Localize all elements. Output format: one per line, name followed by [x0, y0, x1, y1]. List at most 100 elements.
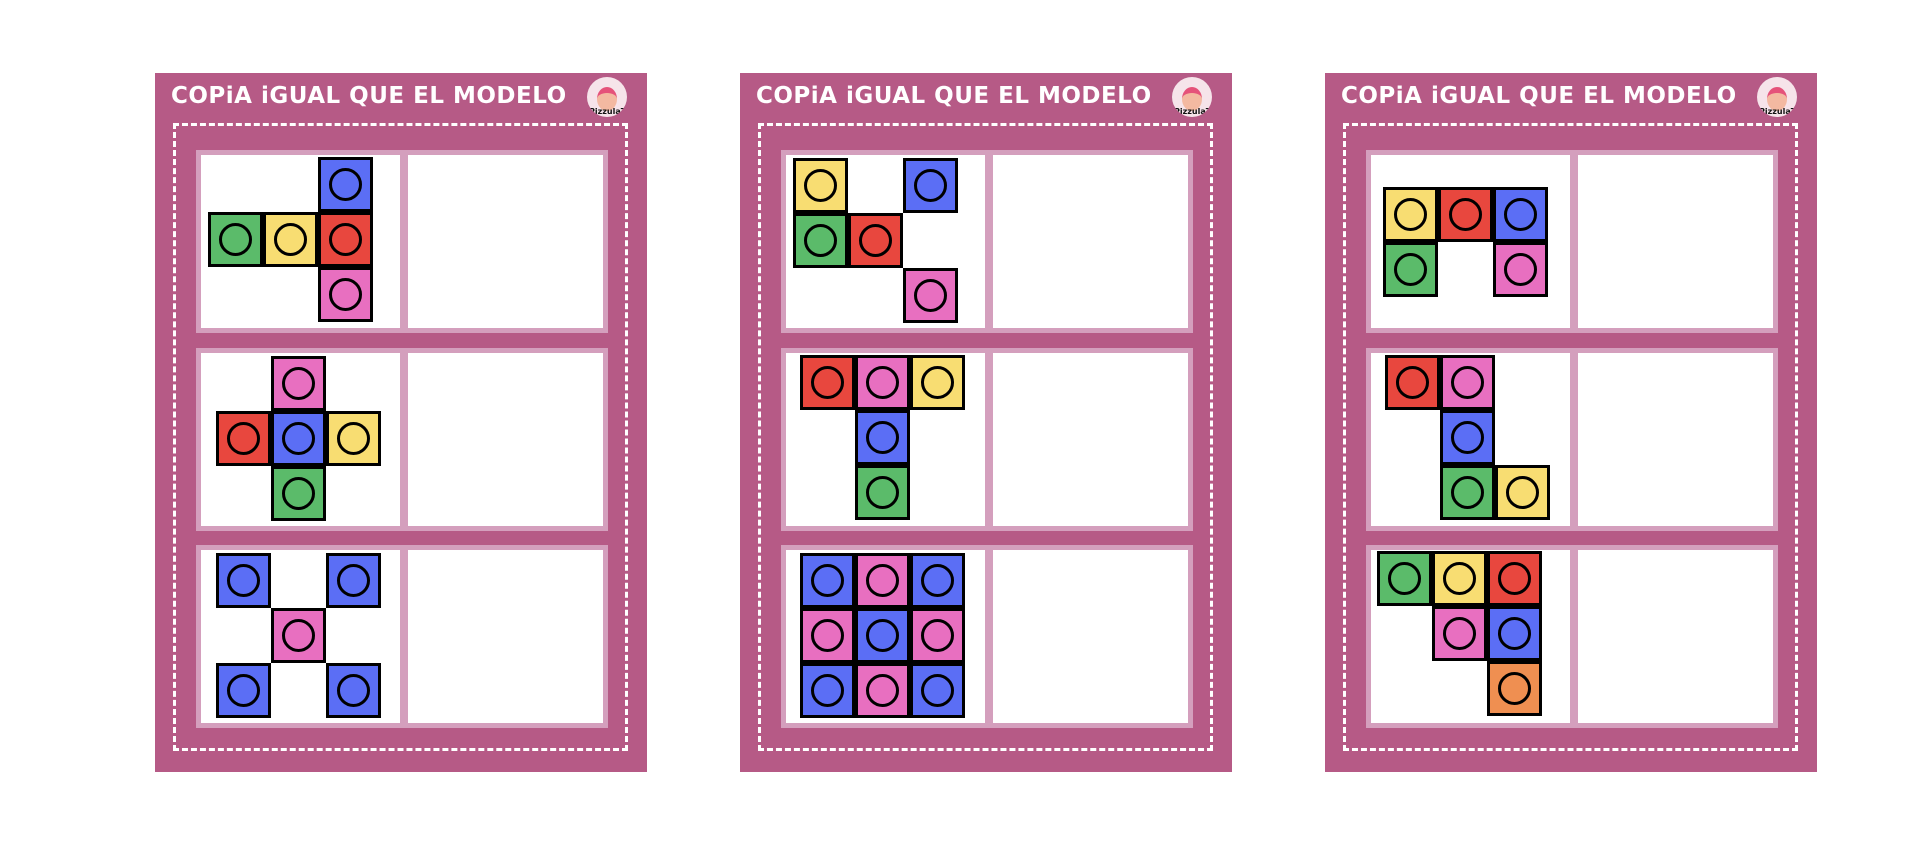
- divider: [985, 353, 993, 526]
- circle-icon: [1443, 562, 1476, 595]
- circle-icon: [329, 168, 362, 201]
- circle-icon: [921, 674, 954, 707]
- puzzle-row: [1366, 150, 1778, 333]
- puzzle-row: [196, 150, 608, 333]
- logo: PizzulaTEA: [1757, 77, 1797, 117]
- tile-blue: [1440, 410, 1495, 465]
- circle-icon: [227, 564, 260, 597]
- tile-green: [208, 212, 263, 267]
- worksheet-card: COPiA iGUAL QUE EL MODELO PizzulaTEA: [1325, 73, 1817, 772]
- circle-icon: [282, 477, 315, 510]
- logo: PizzulaTEA: [1172, 77, 1212, 117]
- tile-blue: [910, 663, 965, 718]
- circle-icon: [1498, 562, 1531, 595]
- circle-icon: [1451, 366, 1484, 399]
- circle-icon: [866, 619, 899, 652]
- circle-icon: [804, 224, 837, 257]
- tile-blue: [326, 553, 381, 608]
- circle-icon: [1504, 253, 1537, 286]
- worksheet-card: COPiA iGUAL QUE EL MODELO PizzulaTEA: [155, 73, 647, 772]
- circle-icon: [866, 476, 899, 509]
- circle-icon: [811, 366, 844, 399]
- worksheet-card: COPiA iGUAL QUE EL MODELO PizzulaTEA: [740, 73, 1232, 772]
- circle-icon: [1506, 476, 1539, 509]
- circle-icon: [337, 674, 370, 707]
- circle-icon: [1396, 366, 1429, 399]
- tile-yellow: [910, 355, 965, 410]
- card-title: COPiA iGUAL QUE EL MODELO: [171, 83, 567, 109]
- circle-icon: [804, 169, 837, 202]
- copy-area[interactable]: [1578, 353, 1773, 526]
- model-area: [201, 550, 400, 723]
- circle-icon: [1498, 617, 1531, 650]
- tile-green: [271, 466, 326, 521]
- circle-icon: [329, 223, 362, 256]
- divider: [400, 353, 408, 526]
- divider: [1570, 155, 1578, 328]
- copy-area[interactable]: [408, 155, 603, 328]
- model-area: [786, 550, 985, 723]
- circle-icon: [866, 564, 899, 597]
- tile-red: [848, 213, 903, 268]
- dashed-border: [1343, 123, 1798, 751]
- tile-pink: [855, 553, 910, 608]
- circle-icon: [859, 224, 892, 257]
- tile-blue: [326, 663, 381, 718]
- copy-area[interactable]: [993, 550, 1188, 723]
- model-area: [786, 353, 985, 526]
- circle-icon: [811, 674, 844, 707]
- circle-icon: [1394, 198, 1427, 231]
- circle-icon: [337, 564, 370, 597]
- tile-blue: [910, 553, 965, 608]
- circle-icon: [329, 278, 362, 311]
- card-title: COPiA iGUAL QUE EL MODELO: [1341, 83, 1737, 109]
- tile-blue: [903, 158, 958, 213]
- circle-icon: [282, 422, 315, 455]
- copy-area[interactable]: [1578, 155, 1773, 328]
- tile-red: [800, 355, 855, 410]
- model-area: [201, 155, 400, 328]
- circle-icon: [1451, 476, 1484, 509]
- tile-blue: [1487, 606, 1542, 661]
- copy-area[interactable]: [408, 550, 603, 723]
- copy-area[interactable]: [993, 155, 1188, 328]
- circle-icon: [866, 366, 899, 399]
- tile-blue: [855, 410, 910, 465]
- tile-blue: [318, 157, 373, 212]
- tile-green: [1377, 551, 1432, 606]
- copy-area[interactable]: [1578, 550, 1773, 723]
- tile-blue: [1493, 187, 1548, 242]
- circle-icon: [921, 564, 954, 597]
- circle-icon: [227, 422, 260, 455]
- tile-yellow: [1383, 187, 1438, 242]
- tile-red: [1385, 355, 1440, 410]
- divider: [1570, 550, 1578, 723]
- circle-icon: [866, 421, 899, 454]
- divider: [1570, 353, 1578, 526]
- card-title: COPiA iGUAL QUE EL MODELO: [756, 83, 1152, 109]
- model-area: [1371, 550, 1570, 723]
- copy-area[interactable]: [993, 353, 1188, 526]
- circle-icon: [219, 223, 252, 256]
- tile-yellow: [1432, 551, 1487, 606]
- circle-icon: [921, 619, 954, 652]
- tile-yellow: [1495, 465, 1550, 520]
- tile-green: [855, 465, 910, 520]
- circle-icon: [811, 619, 844, 652]
- tile-pink: [855, 663, 910, 718]
- circle-icon: [914, 279, 947, 312]
- logo-text: PizzulaTEA: [589, 107, 627, 116]
- model-area: [786, 155, 985, 328]
- tile-orange: [1487, 661, 1542, 716]
- tile-green: [793, 213, 848, 268]
- circle-icon: [1388, 562, 1421, 595]
- circle-icon: [1451, 421, 1484, 454]
- tile-blue: [800, 553, 855, 608]
- model-area: [201, 353, 400, 526]
- circle-icon: [274, 223, 307, 256]
- circle-icon: [227, 674, 260, 707]
- tile-red: [1438, 187, 1493, 242]
- tile-pink: [271, 356, 326, 411]
- tile-green: [1383, 242, 1438, 297]
- copy-area[interactable]: [408, 353, 603, 526]
